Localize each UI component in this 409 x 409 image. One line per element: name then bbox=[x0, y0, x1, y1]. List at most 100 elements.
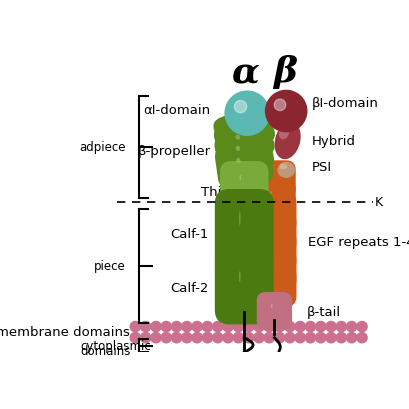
Circle shape bbox=[315, 321, 325, 332]
Ellipse shape bbox=[270, 243, 271, 249]
FancyBboxPatch shape bbox=[213, 104, 274, 157]
Circle shape bbox=[151, 321, 161, 332]
FancyBboxPatch shape bbox=[252, 250, 296, 291]
Circle shape bbox=[225, 92, 269, 136]
Circle shape bbox=[253, 333, 263, 343]
Circle shape bbox=[181, 333, 191, 343]
Circle shape bbox=[233, 321, 243, 332]
Circle shape bbox=[284, 333, 294, 343]
Ellipse shape bbox=[278, 127, 288, 140]
Ellipse shape bbox=[274, 122, 300, 160]
FancyBboxPatch shape bbox=[252, 179, 295, 218]
FancyBboxPatch shape bbox=[214, 189, 273, 278]
Ellipse shape bbox=[270, 173, 271, 178]
Circle shape bbox=[274, 321, 284, 332]
Ellipse shape bbox=[238, 211, 240, 226]
Circle shape bbox=[263, 333, 274, 343]
Ellipse shape bbox=[270, 205, 271, 211]
FancyBboxPatch shape bbox=[213, 116, 274, 166]
Text: β-tail: β-tail bbox=[306, 305, 340, 318]
Circle shape bbox=[305, 333, 315, 343]
Text: α: α bbox=[231, 55, 259, 89]
Circle shape bbox=[335, 333, 346, 343]
Ellipse shape bbox=[238, 272, 240, 282]
Ellipse shape bbox=[236, 158, 240, 164]
FancyBboxPatch shape bbox=[219, 162, 268, 206]
Text: βI-domain: βI-domain bbox=[311, 97, 378, 110]
Circle shape bbox=[202, 321, 212, 332]
Circle shape bbox=[325, 333, 335, 343]
Circle shape bbox=[253, 321, 263, 332]
Circle shape bbox=[346, 321, 356, 332]
Text: cytoplasmic: cytoplasmic bbox=[80, 339, 151, 352]
Text: K: K bbox=[373, 196, 382, 209]
FancyBboxPatch shape bbox=[214, 251, 273, 325]
Circle shape bbox=[346, 333, 356, 343]
FancyBboxPatch shape bbox=[252, 266, 296, 307]
Text: β: β bbox=[272, 55, 296, 89]
Circle shape bbox=[130, 333, 140, 343]
Ellipse shape bbox=[276, 162, 294, 179]
Circle shape bbox=[191, 333, 202, 343]
Circle shape bbox=[234, 101, 246, 114]
FancyBboxPatch shape bbox=[256, 292, 291, 330]
Circle shape bbox=[274, 333, 284, 343]
Ellipse shape bbox=[270, 191, 271, 196]
Ellipse shape bbox=[270, 263, 271, 268]
Circle shape bbox=[294, 321, 305, 332]
Text: Thigh: Thigh bbox=[200, 186, 238, 199]
Text: piece: piece bbox=[94, 259, 126, 272]
Text: membrane domains: membrane domains bbox=[0, 326, 130, 338]
Circle shape bbox=[140, 321, 151, 332]
Circle shape bbox=[284, 321, 294, 332]
Ellipse shape bbox=[239, 175, 240, 181]
Circle shape bbox=[191, 321, 202, 332]
Circle shape bbox=[315, 333, 325, 343]
Text: Calf-1: Calf-1 bbox=[170, 227, 209, 240]
Circle shape bbox=[181, 321, 191, 332]
Text: β-propeller: β-propeller bbox=[137, 144, 210, 157]
Text: PSI: PSI bbox=[311, 161, 331, 174]
Text: EGF repeats 1-4: EGF repeats 1-4 bbox=[307, 236, 409, 249]
Circle shape bbox=[356, 333, 366, 343]
Ellipse shape bbox=[279, 164, 286, 170]
Ellipse shape bbox=[234, 126, 239, 130]
Circle shape bbox=[356, 321, 366, 332]
Text: Calf-2: Calf-2 bbox=[170, 281, 209, 294]
FancyBboxPatch shape bbox=[214, 142, 273, 188]
Circle shape bbox=[243, 333, 253, 343]
Circle shape bbox=[202, 333, 212, 343]
Circle shape bbox=[222, 321, 233, 332]
Circle shape bbox=[305, 321, 315, 332]
Text: αI-domain: αI-domain bbox=[143, 104, 210, 117]
Ellipse shape bbox=[235, 146, 240, 151]
Text: domains: domains bbox=[80, 344, 130, 357]
Text: Hybrid: Hybrid bbox=[311, 135, 355, 148]
Circle shape bbox=[171, 333, 181, 343]
Ellipse shape bbox=[270, 226, 271, 231]
FancyBboxPatch shape bbox=[252, 231, 296, 272]
Circle shape bbox=[161, 333, 171, 343]
Circle shape bbox=[294, 333, 305, 343]
FancyBboxPatch shape bbox=[252, 213, 296, 254]
Circle shape bbox=[212, 333, 222, 343]
Circle shape bbox=[263, 321, 274, 332]
Circle shape bbox=[212, 321, 222, 332]
Ellipse shape bbox=[270, 304, 272, 309]
Circle shape bbox=[335, 321, 346, 332]
Circle shape bbox=[161, 321, 171, 332]
Circle shape bbox=[151, 333, 161, 343]
Circle shape bbox=[243, 321, 253, 332]
Circle shape bbox=[233, 333, 243, 343]
Circle shape bbox=[274, 100, 285, 111]
FancyBboxPatch shape bbox=[252, 161, 295, 199]
Circle shape bbox=[265, 91, 306, 132]
FancyBboxPatch shape bbox=[252, 193, 296, 234]
Ellipse shape bbox=[235, 135, 239, 140]
FancyBboxPatch shape bbox=[214, 129, 274, 177]
Text: adpiece: adpiece bbox=[79, 140, 126, 153]
Circle shape bbox=[325, 321, 335, 332]
Circle shape bbox=[171, 321, 181, 332]
Ellipse shape bbox=[270, 279, 271, 284]
Circle shape bbox=[222, 333, 233, 343]
